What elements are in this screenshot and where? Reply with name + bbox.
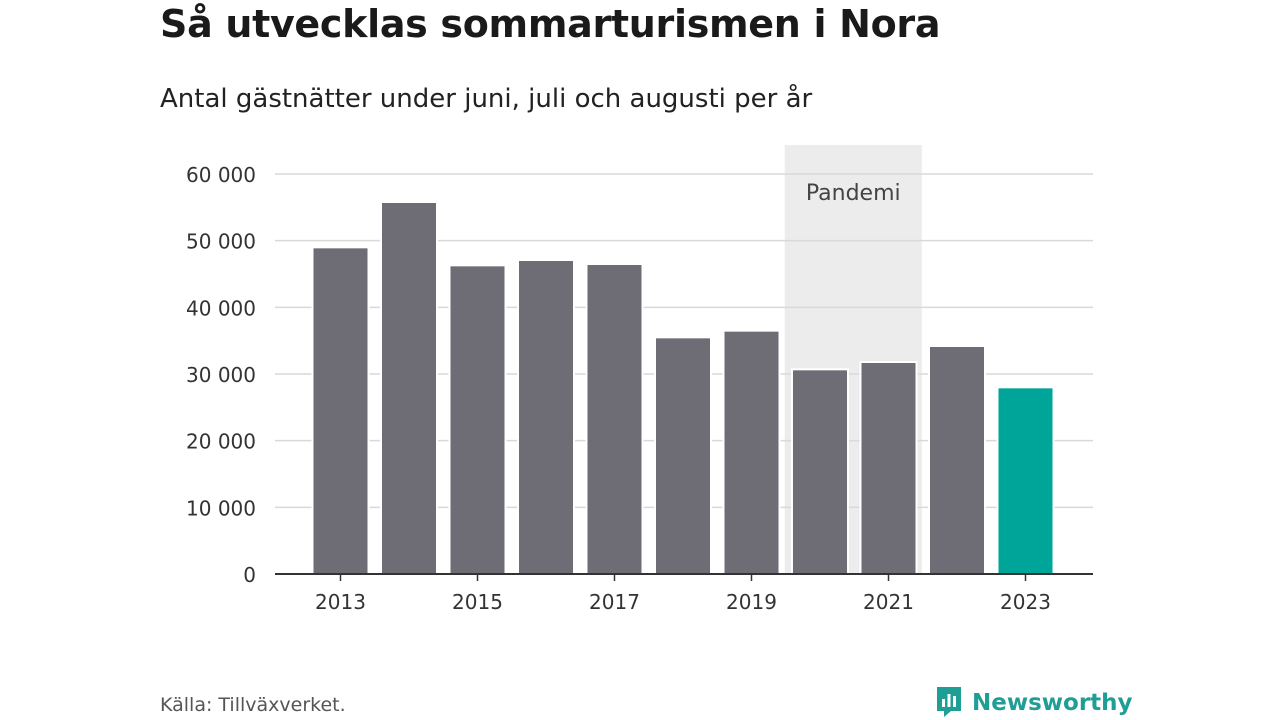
x-tick-label: 2021 bbox=[863, 590, 914, 614]
x-tick-label: 2015 bbox=[452, 590, 503, 614]
x-tick-label: 2017 bbox=[589, 590, 640, 614]
bar-2016 bbox=[517, 259, 575, 575]
y-tick-label: 10 000 bbox=[186, 496, 256, 520]
chart-title: Så utvecklas sommarturismen i Nora bbox=[160, 2, 941, 46]
bar-2022 bbox=[928, 345, 986, 575]
y-tick-label: 60 000 bbox=[186, 163, 256, 187]
bar-2020 bbox=[791, 368, 849, 576]
bar-2018 bbox=[654, 336, 712, 576]
axes: 0 10 000 20 000 30 000 40 000 50 000 60 000 201… bbox=[186, 163, 1093, 614]
bar-2013 bbox=[311, 246, 370, 575]
y-tick-label: 0 bbox=[243, 563, 256, 587]
bar-2021 bbox=[859, 361, 918, 575]
x-tick-label: 2013 bbox=[315, 590, 366, 614]
y-tick-label: 30 000 bbox=[186, 363, 256, 387]
y-tick-label: 50 000 bbox=[186, 230, 256, 254]
bar-2023 bbox=[996, 386, 1055, 576]
newsworthy-logo-icon bbox=[934, 684, 964, 720]
x-tick-label: 2019 bbox=[726, 590, 777, 614]
x-tick-label: 2023 bbox=[1000, 590, 1051, 614]
source-note: Källa: Tillväxverket. bbox=[160, 694, 346, 716]
bars bbox=[311, 201, 1055, 576]
bar-2017 bbox=[585, 263, 644, 575]
y-tick-label: 20 000 bbox=[186, 430, 256, 454]
brand-logo: Newsworthy bbox=[934, 684, 1133, 720]
bar-2019 bbox=[722, 329, 781, 575]
y-tick-label: 40 000 bbox=[186, 296, 256, 320]
bar-2015 bbox=[448, 264, 507, 575]
bar-2014 bbox=[380, 201, 438, 575]
brand-name: Newsworthy bbox=[972, 690, 1133, 716]
pandemic-label: Pandemi bbox=[806, 181, 901, 206]
chart-subtitle: Antal gästnätter under juni, juli och au… bbox=[160, 84, 813, 114]
